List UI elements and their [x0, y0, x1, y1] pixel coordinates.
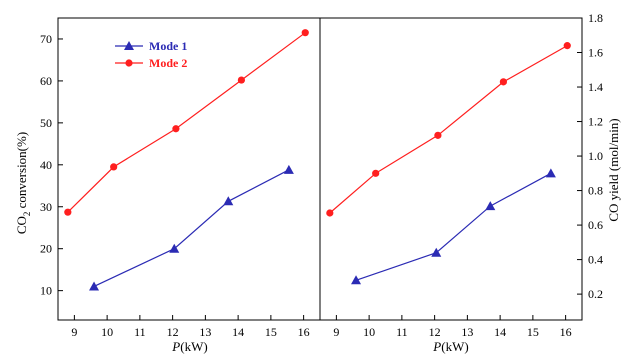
right-xlabel-rest: (kW) — [441, 339, 468, 354]
right-y-tick-label: 0.2 — [588, 287, 603, 301]
left-x-tick-label: 16 — [298, 325, 310, 339]
left-xlabel-italic: P — [171, 339, 180, 354]
left-mode-2-point — [64, 208, 72, 216]
right-xlabel: P(kW) — [432, 339, 468, 354]
right-plot-frame — [319, 17, 583, 321]
plot-frames — [57, 17, 583, 321]
right-x-tick-label: 16 — [560, 325, 572, 339]
left-x-tick-label: 11 — [134, 325, 146, 339]
left-mode-1-point — [89, 281, 100, 291]
right-y-tick-label: 1.0 — [588, 149, 603, 163]
right-x-tick-label: 15 — [527, 325, 539, 339]
right-x-tick-label: 9 — [333, 325, 339, 339]
series-lines — [64, 29, 571, 291]
right-x-tick-label: 10 — [363, 325, 375, 339]
left-ylabel-sub: 2 — [22, 212, 32, 217]
right-mode-2-point — [434, 131, 442, 139]
left-y-tick-label: 70 — [40, 32, 52, 46]
left-ylabel-main: CO — [14, 216, 29, 234]
left-xlabel-rest: (kW) — [180, 339, 207, 354]
legend-mode-1-label: Mode 1 — [149, 39, 187, 53]
left-x-tick-label: 9 — [71, 325, 77, 339]
right-y-tick-label: 1.2 — [588, 115, 603, 129]
left-xlabel: P(kW) — [171, 339, 207, 354]
axis-labels: CO2 conversion(%) P(kW) P(kW) CO yield (… — [14, 118, 621, 354]
legend-mode-1-marker — [124, 41, 134, 50]
right-y-tick-label: 0.4 — [588, 253, 603, 267]
right-x-tick-label: 12 — [429, 325, 441, 339]
right-mode-1-point — [431, 247, 442, 257]
right-x-tick-label: 11 — [396, 325, 408, 339]
right-y-tick-label: 1.8 — [588, 11, 603, 25]
right-xlabel-italic: P — [432, 339, 441, 354]
legend-mode-2-marker — [125, 59, 133, 67]
right-x-tick-label: 13 — [461, 325, 473, 339]
right-x-tick-label: 14 — [494, 325, 506, 339]
right-y-tick-label: 1.4 — [588, 80, 603, 94]
right-mode-2-point — [372, 169, 380, 177]
right-mode-1-point — [545, 168, 556, 178]
legend: Mode 1 Mode 2 — [115, 39, 187, 70]
left-mode-2-point — [172, 125, 180, 133]
left-y-tick-label: 20 — [40, 242, 52, 256]
left-x-tick-label: 12 — [167, 325, 179, 339]
right-y-tick-label: 1.6 — [588, 46, 603, 60]
left-x-tick-label: 10 — [101, 325, 113, 339]
left-y-tick-label: 50 — [40, 116, 52, 130]
left-mode-1-point — [223, 196, 234, 206]
left-plot-frame — [57, 17, 321, 321]
left-ylabel-rest: conversion(%) — [14, 132, 29, 212]
left-y-tick-label: 60 — [40, 74, 52, 88]
left-y-tick-label: 40 — [40, 158, 52, 172]
right-mode-2-point — [499, 78, 507, 86]
left-x-tick-label: 14 — [232, 325, 244, 339]
left-mode-1-line — [93, 169, 290, 287]
left-mode-2-point — [301, 29, 309, 37]
right-mode-2-point — [563, 42, 571, 50]
right-mode-1-line — [355, 172, 552, 281]
left-x-tick-label: 13 — [199, 325, 211, 339]
left-mode-2-point — [237, 76, 245, 84]
right-mode-1-point — [485, 201, 496, 211]
left-mode-1-point — [169, 243, 180, 253]
left-x-tick-label: 15 — [265, 325, 277, 339]
left-mode-2-point — [110, 163, 118, 171]
left-y-tick-label: 30 — [40, 200, 52, 214]
right-y-tick-label: 0.8 — [588, 184, 603, 198]
right-ylabel: CO yield (mol/min) — [606, 118, 621, 221]
right-mode-1-point — [351, 275, 362, 285]
left-y-tick-label: 10 — [40, 284, 52, 298]
left-ylabel: CO2 conversion(%) — [14, 132, 32, 234]
left-mode-1-point — [283, 164, 294, 174]
right-mode-2-line — [329, 45, 568, 214]
right-y-tick-label: 0.6 — [588, 218, 603, 232]
right-mode-2-point — [326, 209, 334, 217]
legend-mode-2-label: Mode 2 — [149, 56, 187, 70]
axis-ticks: 9 10 11 12 13 14 15 16 10 20 30 40 50 60 70 9 10 11 12 13 14… — [40, 11, 603, 339]
